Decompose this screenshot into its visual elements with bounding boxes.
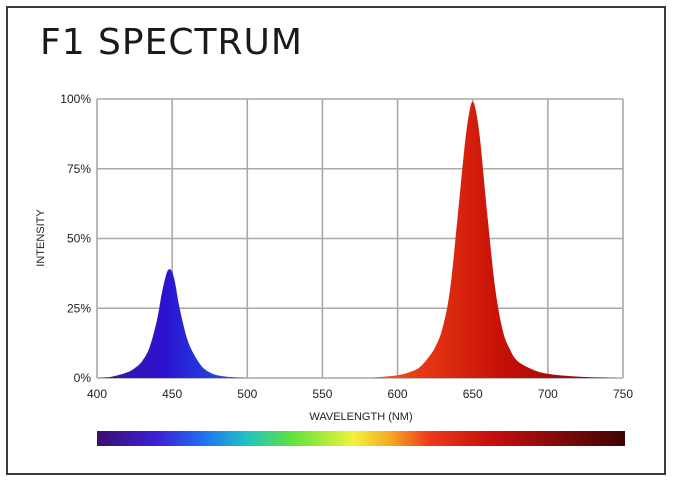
y-tick-label: 50% [67, 232, 91, 246]
wavelength-colorbar [97, 431, 625, 446]
x-tick-label: 600 [388, 387, 408, 401]
x-tick-label: 650 [463, 387, 483, 401]
x-axis-label: WAVELENGTH (NM) [309, 411, 412, 423]
chart-title: F1 SPECTRUM [40, 22, 303, 63]
x-tick-label: 500 [237, 387, 257, 401]
y-tick-label: 0% [74, 371, 92, 385]
chart-frame [6, 6, 666, 475]
y-tick-label: 100% [60, 92, 91, 106]
x-tick-label: 400 [87, 387, 107, 401]
y-tick-label: 75% [67, 162, 91, 176]
red-peak-area [367, 101, 623, 378]
x-tick-label: 750 [613, 387, 633, 401]
spectrum-areas [97, 101, 623, 378]
x-tick-label: 450 [162, 387, 182, 401]
blue-peak-area [97, 269, 248, 378]
x-tick-label: 700 [538, 387, 558, 401]
x-tick-label: 550 [312, 387, 332, 401]
y-tick-label: 25% [67, 301, 91, 315]
axis-ticks: 400 450 500 550 600 650 700 750 0% 25% 50% 75% 100% [60, 92, 633, 401]
y-axis-label: INTENSITY [35, 209, 47, 267]
